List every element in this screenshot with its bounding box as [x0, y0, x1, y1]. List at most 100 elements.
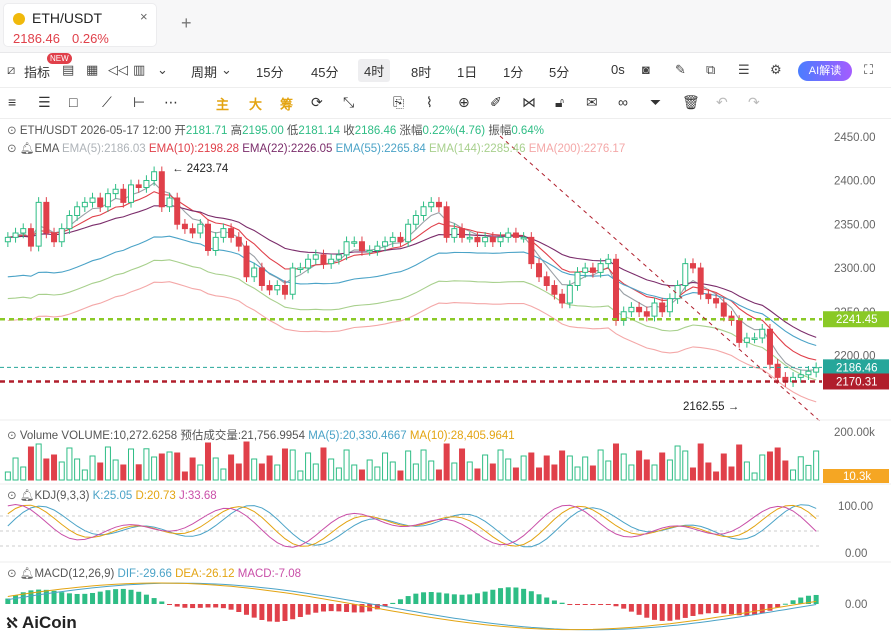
- menu-icon[interactable]: ≡: [8, 94, 17, 110]
- chevron-down-icon[interactable]: ⌄: [157, 62, 168, 77]
- macd-bar: [659, 604, 665, 621]
- link-icon[interactable]: ∞: [618, 94, 628, 110]
- interval-8h[interactable]: 8时: [411, 65, 432, 80]
- volume-bar: [705, 462, 712, 481]
- bell-icon[interactable]: 🔔︎: [19, 143, 35, 155]
- macd-bar: [66, 593, 72, 604]
- macd-axis-tick: 0.00: [845, 599, 867, 611]
- macd-bar: [567, 604, 573, 605]
- candle-body: [51, 232, 58, 243]
- interval-1d[interactable]: 1日: [457, 65, 478, 80]
- volume-bar: [759, 454, 766, 481]
- collapse-icon[interactable]: ⊙: [7, 143, 17, 155]
- brush-icon[interactable]: ✐: [490, 94, 502, 110]
- chip-button[interactable]: 筹: [280, 97, 294, 112]
- hline-icon[interactable]: ⊢: [133, 94, 146, 110]
- interval-5m[interactable]: 5分: [549, 65, 570, 80]
- macd-bar: [59, 592, 65, 604]
- volume-bar: [566, 455, 573, 481]
- volume-bar: [497, 449, 504, 481]
- tab-eth-usdt[interactable]: ETH/USDT × 2186.46 0.26%: [4, 4, 156, 46]
- magnet-icon[interactable]: ⋈: [522, 94, 536, 110]
- eth-coin-icon: [13, 13, 25, 25]
- ai-analysis-button[interactable]: AI解读: [798, 61, 852, 81]
- redo-icon[interactable]: ↷: [748, 94, 760, 110]
- macd-bar: [197, 604, 203, 608]
- lines-icon[interactable]: ☰: [38, 94, 51, 110]
- chart-canvas[interactable]: 2450.002400.002350.002300.002250.002200.…: [0, 118, 891, 641]
- add-tab-button[interactable]: +: [181, 13, 192, 33]
- macd-bar: [82, 593, 88, 604]
- ema200-line: [7, 281, 817, 403]
- volume-bar: [20, 466, 27, 481]
- candle-body: [297, 267, 304, 270]
- interval-45m[interactable]: 45分: [311, 65, 339, 80]
- macd-bar: [205, 604, 211, 608]
- pencil-icon[interactable]: ✎: [675, 62, 686, 77]
- tab-bar: ETH/USDT × 2186.46 0.26% +: [0, 0, 891, 53]
- ema144-line: [7, 259, 817, 381]
- chevron-down-icon[interactable]: ⌄: [221, 62, 232, 77]
- volume-bar: [166, 451, 173, 481]
- interval-15m[interactable]: 15分: [256, 65, 284, 80]
- trash-icon[interactable]: 🗑︎: [682, 94, 700, 110]
- bell-icon[interactable]: 🔔︎: [19, 490, 35, 502]
- candle-body: [181, 223, 188, 230]
- volume-bar: [97, 462, 104, 481]
- list-icon[interactable]: ☰: [738, 62, 750, 77]
- popout-icon[interactable]: ⧉: [706, 62, 716, 77]
- copy-icon[interactable]: ⎘: [393, 94, 405, 110]
- bell-icon[interactable]: 🔔︎: [19, 568, 35, 580]
- candle-body: [597, 263, 604, 273]
- template-icon[interactable]: ▤: [62, 62, 75, 77]
- candle-body: [166, 197, 173, 208]
- macd-bar: [413, 593, 419, 604]
- lock-icon[interactable]: 🔓︎: [555, 94, 565, 110]
- period-dropdown[interactable]: 周期: [191, 65, 218, 80]
- collapse-icon[interactable]: ⊙: [7, 490, 17, 502]
- more-icon[interactable]: ⋯: [164, 94, 178, 110]
- collapse-icon[interactable]: ⊙: [7, 568, 17, 580]
- kdj-d: D:20.73: [135, 490, 176, 502]
- volume-bar: [620, 453, 627, 481]
- settings-icon[interactable]: ⚙: [770, 62, 782, 77]
- filter-icon[interactable]: ⏷: [650, 94, 662, 110]
- sync-icon[interactable]: ⟳: [311, 94, 323, 110]
- indicator-icon[interactable]: ⧄: [7, 62, 16, 77]
- rect-icon[interactable]: □: [69, 94, 78, 110]
- volume-label: Volume: [19, 430, 59, 442]
- note-icon[interactable]: ✉: [586, 94, 598, 110]
- main-chart-button[interactable]: 主: [216, 97, 230, 112]
- volume-bar: [235, 463, 242, 481]
- chart-type-icon[interactable]: ▥: [133, 62, 146, 77]
- macd-label: MACD(12,26,9): [34, 568, 115, 580]
- collapse-icon[interactable]: ⊙: [7, 125, 17, 137]
- trendline-icon[interactable]: ⟋: [102, 94, 112, 110]
- fullscreen-icon[interactable]: ⛶: [864, 62, 874, 77]
- candle-body: [74, 206, 81, 216]
- close-icon[interactable]: ×: [140, 9, 148, 24]
- macd-bar: [220, 604, 226, 609]
- collapse-icon[interactable]: ⊙: [7, 430, 17, 442]
- volume-bar: [474, 468, 481, 481]
- measure-icon[interactable]: ⤡: [343, 94, 355, 110]
- undo-icon[interactable]: ↶: [716, 94, 728, 110]
- macd-bar: [20, 592, 26, 604]
- interval-4h[interactable]: 4时: [358, 59, 391, 82]
- ohlc-symbol: ETH/USDT: [19, 125, 78, 137]
- layout-icon[interactable]: ▦: [86, 62, 99, 77]
- candle-body: [204, 223, 212, 251]
- indicators-button[interactable]: 指标: [24, 65, 51, 80]
- zoom-icon[interactable]: ⊕: [458, 94, 470, 110]
- camera-icon[interactable]: ◙: [642, 62, 650, 77]
- interval-0s[interactable]: 0s: [611, 62, 625, 77]
- volume-bar: [66, 447, 73, 481]
- macd-bar: [336, 604, 342, 612]
- interval-1m[interactable]: 1分: [503, 65, 524, 80]
- big-order-button[interactable]: 大: [249, 97, 263, 112]
- replay-icon[interactable]: ◁◁: [108, 62, 128, 77]
- macd-bar: [320, 604, 326, 612]
- macd-bar: [136, 591, 142, 604]
- ruler-icon[interactable]: ⌇: [426, 94, 433, 110]
- price-axis-tick: 2350.00: [834, 219, 876, 231]
